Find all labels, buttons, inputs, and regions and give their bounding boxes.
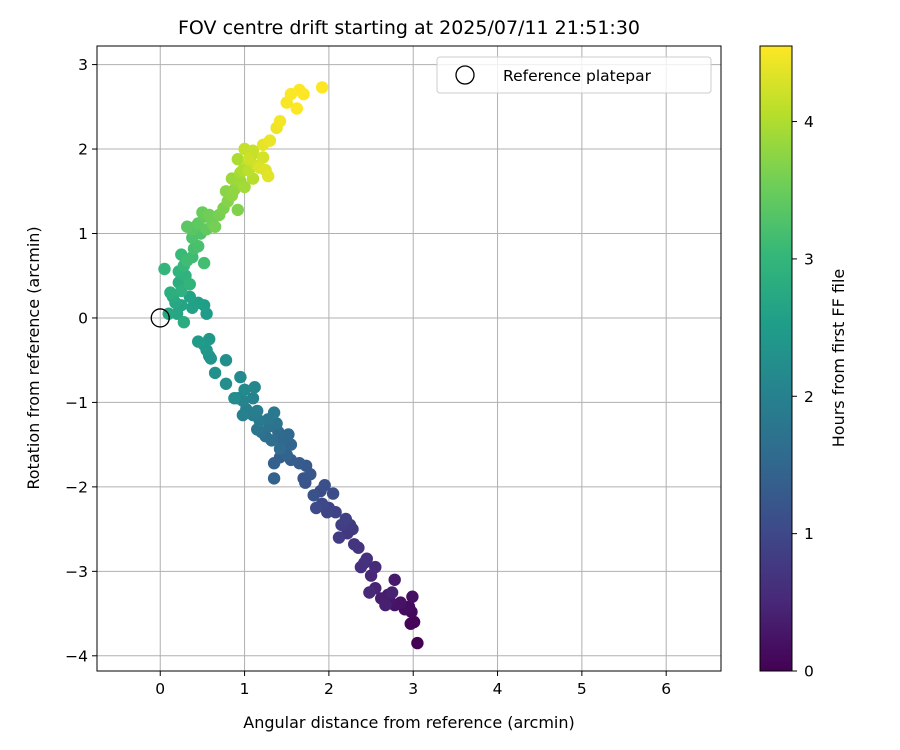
colorbar-gradient	[759, 45, 793, 672]
colorbar-tick-label: 1	[804, 525, 814, 543]
data-point	[251, 404, 264, 418]
reference-marker	[150, 308, 170, 328]
data-point	[219, 354, 233, 367]
data-point	[369, 560, 382, 574]
data-point	[307, 489, 320, 502]
data-point	[360, 552, 373, 565]
data-point	[228, 392, 241, 405]
data-point	[348, 538, 361, 551]
scatter-points	[158, 81, 424, 650]
data-point	[238, 180, 251, 194]
data-point	[385, 586, 399, 599]
data-point	[267, 457, 281, 470]
x-axis-label: Angular distance from reference (arcmin)	[243, 713, 574, 732]
x-tick-label: 0	[155, 680, 165, 698]
data-point	[379, 598, 392, 612]
data-point	[234, 370, 247, 384]
data-point	[263, 134, 277, 147]
y-tick-label: −4	[65, 647, 88, 665]
data-point	[262, 169, 275, 183]
y-tick-label: 3	[78, 56, 88, 74]
x-tick-label: 6	[661, 680, 671, 698]
y-tick-label: −1	[65, 394, 88, 412]
data-point	[192, 335, 205, 348]
data-point	[164, 286, 177, 299]
data-point	[310, 501, 323, 515]
colorbar-label: Hours from first FF file	[829, 269, 848, 448]
data-point	[282, 428, 295, 441]
data-point	[186, 301, 199, 314]
data-point	[363, 586, 376, 599]
data-point	[158, 262, 171, 276]
legend: Reference platepar	[436, 56, 712, 94]
data-point	[208, 220, 222, 233]
legend-marker	[455, 65, 475, 85]
data-point	[181, 254, 194, 267]
y-axis-ticks: −4 −3 −2 −1 0 1 2 3	[65, 56, 97, 665]
colorbar-tick-label: 0	[804, 663, 814, 681]
colorbar-tick-label: 4	[804, 113, 814, 131]
x-tick-label: 5	[577, 680, 587, 698]
data-point	[181, 220, 194, 233]
legend-box	[436, 56, 712, 94]
data-point	[407, 615, 421, 629]
data-point	[256, 151, 270, 164]
data-point	[411, 636, 424, 650]
y-tick-label: −3	[65, 563, 88, 581]
data-point	[290, 102, 303, 115]
plot-frame	[96, 45, 722, 672]
y-tick-label: 1	[78, 225, 88, 243]
x-tick-label: 1	[240, 680, 250, 698]
data-point	[318, 479, 331, 492]
plot-background	[97, 46, 721, 671]
chart-title: FOV centre drift starting at 2025/07/11 …	[178, 17, 640, 39]
colorbar-ticks: 0 1 2 3 4	[792, 113, 814, 681]
data-point	[219, 377, 233, 390]
y-tick-label: 2	[78, 141, 88, 159]
data-point	[231, 153, 244, 166]
data-point	[203, 208, 216, 222]
y-tick-label: −2	[65, 478, 88, 496]
data-point	[238, 383, 251, 396]
x-tick-label: 3	[408, 680, 418, 698]
data-point	[246, 392, 260, 405]
data-point	[248, 381, 261, 394]
data-point	[242, 153, 255, 166]
data-point	[267, 406, 281, 419]
data-point	[208, 366, 222, 380]
data-point	[177, 316, 191, 329]
data-point	[406, 590, 419, 603]
colorbar: 0 1 2 3 4 Hours from first FF file	[759, 45, 848, 681]
colorbar-tick-label: 3	[804, 250, 814, 268]
data-point	[388, 573, 401, 586]
data-point	[297, 87, 310, 101]
x-tick-label: 2	[324, 680, 334, 698]
data-point	[332, 531, 346, 544]
colorbar-tick-label: 2	[804, 388, 814, 406]
data-point	[231, 203, 244, 217]
data-point	[197, 256, 211, 270]
y-tick-label: 0	[78, 309, 88, 327]
data-point	[273, 442, 287, 456]
data-point	[267, 472, 281, 485]
data-point	[236, 408, 250, 422]
reference-marker-group	[150, 308, 170, 328]
data-point	[273, 115, 287, 128]
data-point	[175, 284, 188, 298]
data-point	[315, 81, 329, 94]
grid	[97, 46, 721, 671]
x-tick-label: 4	[493, 680, 503, 698]
legend-label: Reference platepar	[503, 67, 652, 85]
y-axis-label: Rotation from reference (arcmin)	[24, 226, 43, 489]
data-point	[339, 512, 352, 526]
x-axis-ticks: 0 1 2 3 4 5 6	[155, 671, 671, 698]
data-point	[326, 487, 340, 500]
data-point	[183, 278, 196, 291]
